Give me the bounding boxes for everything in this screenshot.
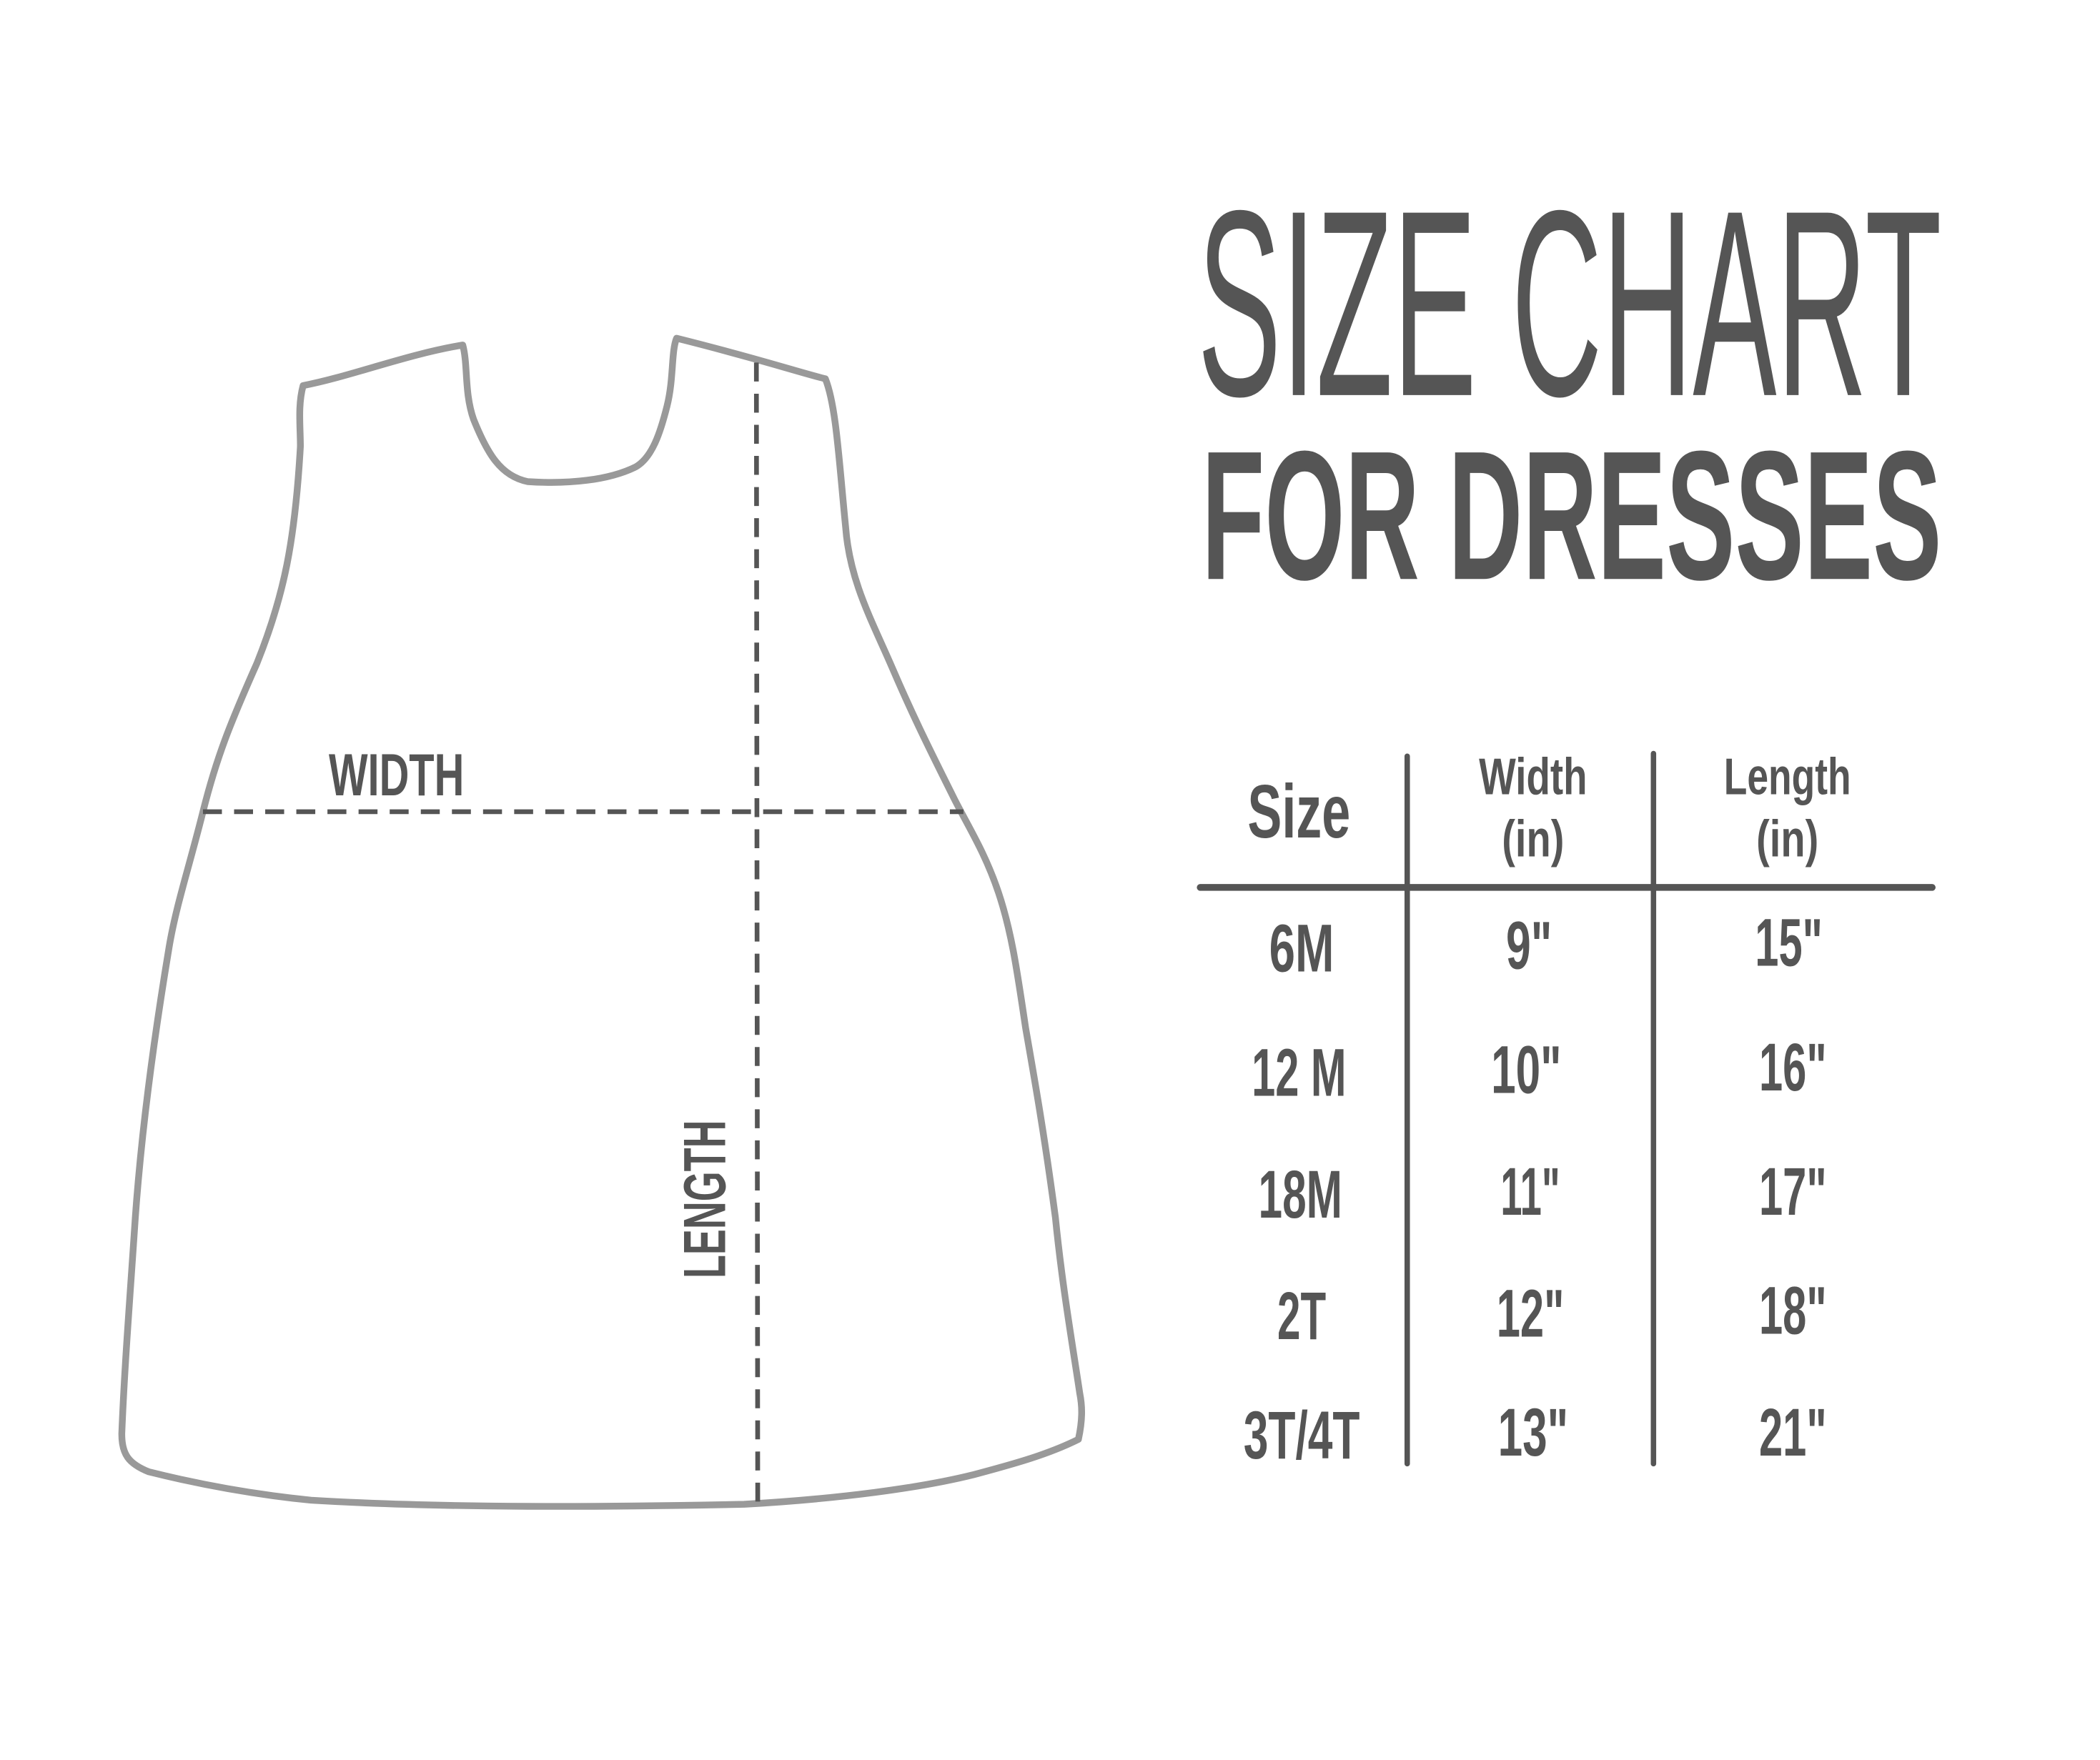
cell-width: 9"	[1506, 908, 1552, 983]
cell-length: 18"	[1759, 1273, 1827, 1349]
cell-size: 2T	[1277, 1278, 1326, 1354]
length-dashed-line	[753, 362, 761, 1502]
header-width-unit: (in)	[1502, 810, 1564, 867]
cell-size: 6M	[1269, 910, 1334, 986]
page-title: SIZE CHART	[1197, 155, 1941, 452]
header-length: Length	[1724, 748, 1851, 805]
table-row: 3T/4T 13" 21"	[1244, 1395, 1827, 1473]
cell-size: 12 M	[1252, 1035, 1347, 1110]
page-subtitle: FOR DRESSES	[1202, 412, 1941, 618]
header-size: Size	[1247, 770, 1350, 854]
header-width: Width	[1479, 748, 1587, 805]
cell-width: 13"	[1498, 1395, 1568, 1471]
cell-width: 11"	[1500, 1154, 1560, 1230]
table-row: 18M 11" 17"	[1259, 1154, 1827, 1233]
cell-length: 21"	[1759, 1395, 1827, 1471]
cell-length: 17"	[1759, 1154, 1827, 1230]
table-row: 2T 12" 18"	[1277, 1273, 1827, 1355]
dress-outline	[118, 334, 1086, 1510]
cell-width: 10"	[1491, 1033, 1561, 1108]
width-label: WIDTH	[329, 742, 464, 808]
cell-width: 12"	[1497, 1276, 1565, 1351]
cell-length: 15"	[1755, 905, 1823, 981]
cell-size: 3T/4T	[1244, 1398, 1360, 1473]
header-length-unit: (in)	[1756, 810, 1818, 867]
cell-length: 16"	[1759, 1030, 1827, 1105]
table-row: 6M 9" 15"	[1269, 905, 1823, 987]
cell-size: 18M	[1259, 1157, 1342, 1233]
table-row: 12 M 10" 16"	[1252, 1030, 1827, 1111]
length-label: LENGTH	[672, 1120, 738, 1278]
